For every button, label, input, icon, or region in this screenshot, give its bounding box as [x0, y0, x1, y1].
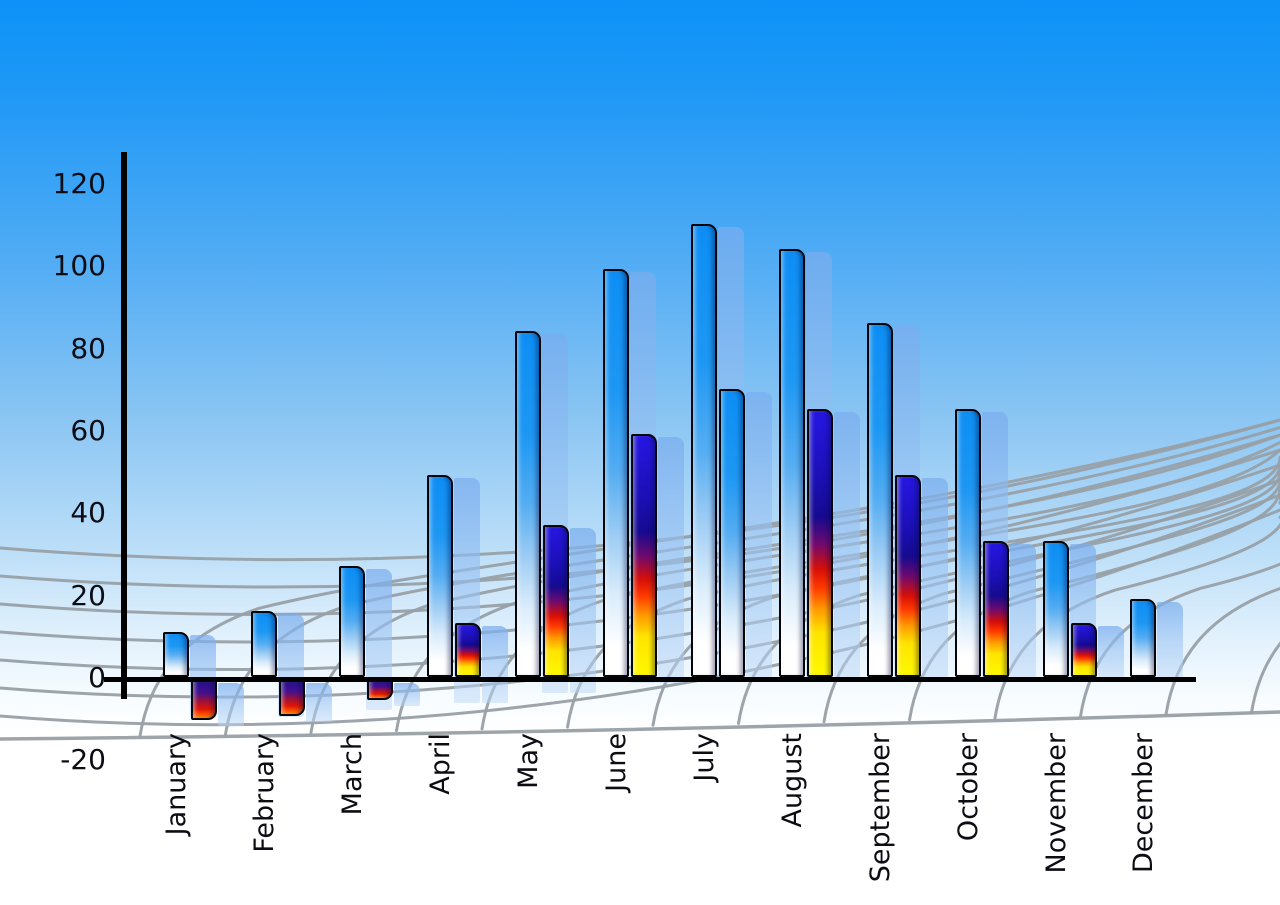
shadow-bar-may-series2 [569, 527, 596, 693]
bar-august-series2 [806, 409, 833, 677]
bar-january-series2 [191, 679, 217, 721]
bar-august-series1 [778, 248, 805, 677]
month-label-january: January [161, 733, 192, 836]
y-tick-label-100: 100 [52, 249, 106, 283]
shadow-bar-september-series2 [921, 478, 948, 678]
y-tick-label-0: 0 [88, 661, 106, 694]
month-label-september: September [864, 733, 896, 883]
y-tick-label-40: 40 [70, 496, 106, 530]
bar-november-series1 [1042, 541, 1069, 677]
month-label-april: April [424, 733, 456, 795]
month-label-february: February [248, 733, 280, 853]
month-label-march: March [336, 733, 368, 816]
bar-february-series2 [278, 679, 305, 717]
shadow-bar-october-series2 [1009, 544, 1036, 678]
grid-line [0, 710, 1280, 741]
shadow-bar-december-series1 [1157, 601, 1184, 678]
bar-february-series1 [250, 611, 277, 677]
bar-may-series1 [514, 331, 541, 677]
y-tick-label--20: -20 [60, 743, 106, 777]
bar-october-series2 [982, 541, 1009, 677]
zero-axis-line [104, 677, 1196, 682]
month-label-july: July [688, 733, 720, 782]
bar-july-series2 [718, 388, 745, 677]
y-tick-label-60: 60 [70, 413, 106, 447]
bar-april-series2 [454, 623, 481, 677]
shadow-bar-april-series2 [481, 626, 508, 703]
bar-september-series2 [894, 475, 921, 677]
grid-line [1164, 508, 1280, 717]
bar-january-series1 [163, 631, 189, 677]
month-label-may: May [512, 733, 544, 789]
shadow-bar-february-series2 [305, 683, 332, 723]
month-label-august: August [776, 733, 808, 828]
y-tick-label-120: 120 [52, 166, 106, 200]
y-axis-line [121, 152, 127, 699]
shadow-bar-july-series2 [745, 391, 772, 678]
month-label-december: December [1128, 733, 1160, 874]
shadow-bar-november-series2 [1097, 626, 1124, 678]
bar-september-series1 [866, 322, 893, 677]
grid-line [1250, 515, 1280, 715]
bar-may-series2 [542, 524, 569, 677]
bar-june-series1 [602, 269, 629, 677]
shadow-bar-march-series2 [393, 683, 420, 706]
bar-march-series2 [366, 679, 393, 700]
y-tick-label-20: 20 [70, 578, 106, 612]
y-tick-label-80: 80 [70, 331, 106, 365]
shadow-bar-january-series2 [218, 683, 244, 727]
bar-october-series1 [954, 409, 981, 677]
shadow-bar-august-series2 [833, 412, 860, 678]
shadow-bar-june-series2 [657, 437, 684, 683]
bar-july-series1 [690, 224, 717, 677]
bar-march-series1 [338, 565, 365, 677]
bar-june-series2 [630, 434, 657, 677]
bar-april-series1 [426, 475, 453, 677]
bar-december-series1 [1130, 598, 1157, 677]
month-label-november: November [1040, 733, 1072, 874]
month-label-october: October [952, 733, 984, 842]
month-label-june: June [600, 733, 632, 792]
bar-november-series2 [1070, 623, 1097, 677]
